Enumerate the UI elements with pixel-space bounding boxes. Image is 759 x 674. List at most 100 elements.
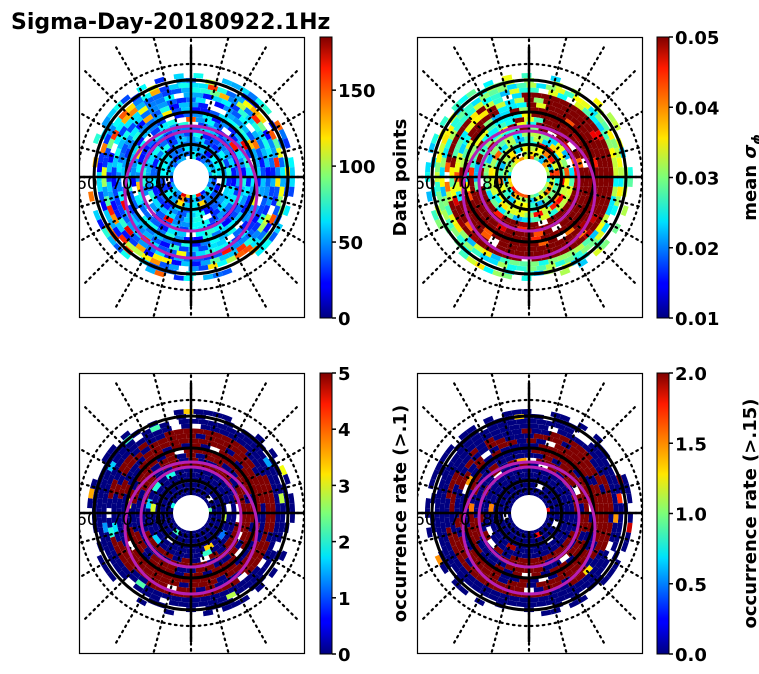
heatmap-bin [245,204,255,215]
heatmap-bin [227,96,239,106]
heatmap-bin [545,242,556,250]
heatmap-bin [244,450,255,461]
heatmap-bin [250,449,261,461]
heatmap-bin [582,531,591,542]
heatmap-bin [463,102,474,113]
heatmap-bin [583,139,593,150]
heatmap-bin [245,475,255,486]
heatmap-bin [555,486,565,497]
heatmap-bin [488,503,495,513]
heatmap-bin [490,145,500,157]
heatmap-bin [198,438,209,445]
heatmap-bin [569,109,580,120]
heatmap-bin [481,132,492,144]
heatmap-bin [158,139,169,150]
heatmap-bin [137,489,146,500]
heatmap-bins [424,72,633,282]
heatmap-bin [536,581,547,588]
heatmap-bin [155,563,167,573]
heatmap-bin [144,530,154,541]
heatmap-bin [270,513,276,523]
heatmap-bin [555,193,565,204]
heatmap-bin [587,442,599,453]
heatmap-bin [562,447,574,457]
heatmap-bin [547,592,559,601]
heatmap-bin [496,139,507,150]
heatmap-bin [458,479,467,491]
heatmap-bin [519,423,529,429]
heatmap-bin [176,566,187,573]
heatmap-bin [154,433,166,442]
heatmap-bin [233,460,244,471]
heatmap-bin [616,157,623,168]
heatmap-bin [598,167,604,177]
heatmap-bin [268,231,278,243]
colorbar-tick-label: 0 [338,309,351,330]
heatmap-bin [273,522,280,533]
heatmap-bin [200,595,211,602]
heatmap-bin [479,588,490,598]
heatmap-bin [149,257,161,266]
colorbar-tick-label: 2 [338,533,351,554]
heatmap-bin [578,131,588,142]
heatmap-bin [231,445,242,456]
heatmap-bin [222,185,231,196]
heatmap-bin [489,185,498,196]
heatmap-bin [478,109,489,120]
heatmap-bin [596,493,604,504]
heatmap-bin [183,202,191,208]
heatmap-bin [481,248,493,258]
heatmap-bin [560,521,569,532]
heatmap-bin [149,424,161,433]
heatmap-bin [435,191,443,202]
heatmap-bin [250,229,261,241]
heatmap-bin [282,473,291,485]
heatmap-bin [249,442,261,453]
heatmap-bin [171,219,183,227]
heatmap-bin [493,545,504,555]
heatmap-bin [458,94,469,105]
heatmap-bin [610,541,619,552]
heatmap-bin [102,157,109,168]
heatmap-bin [152,533,162,545]
heatmap-bin [582,114,593,125]
heatmap-bin [261,474,271,486]
heatmap-bin [547,572,558,580]
heatmap-bin [588,148,596,159]
heatmap-bin [270,177,276,187]
heatmap-bin [225,167,232,177]
heatmap-bin [222,158,231,169]
heatmap-bin [245,167,252,177]
heatmap-bin [103,469,112,481]
heatmap-bin [439,513,445,523]
heatmap-bin [516,265,527,272]
heatmap-bin [195,210,206,218]
heatmap-bin [580,580,592,591]
heatmap-bin [212,95,223,104]
heatmap-bin [430,133,440,145]
heatmap-bin [596,186,604,197]
colorbar-tick-label: 0.0 [675,645,707,666]
heatmap-bin [222,441,234,450]
heatmap-bin [453,222,463,233]
heatmap-bin [501,272,513,280]
heatmap-bin [546,214,557,224]
heatmap-bin [112,522,119,533]
heatmap-bin [132,548,142,559]
heatmap-bin [97,191,105,202]
heatmap-bin [558,98,570,108]
heatmap-bin [479,428,490,438]
heatmap-bin [115,457,125,468]
heatmap-bin [240,131,250,142]
heatmap-bin [268,213,277,225]
heatmap-bin [548,136,559,146]
heatmap-bin [147,122,159,133]
heatmap-bin [251,121,262,133]
heatmap-bin [244,148,253,159]
heatmap-bin [578,212,588,223]
heatmap-bin [583,540,593,551]
heatmap-bin [245,220,256,232]
heatmap-bin [256,474,265,486]
heatmap-bin [514,230,525,237]
heatmap-bin [547,446,558,454]
